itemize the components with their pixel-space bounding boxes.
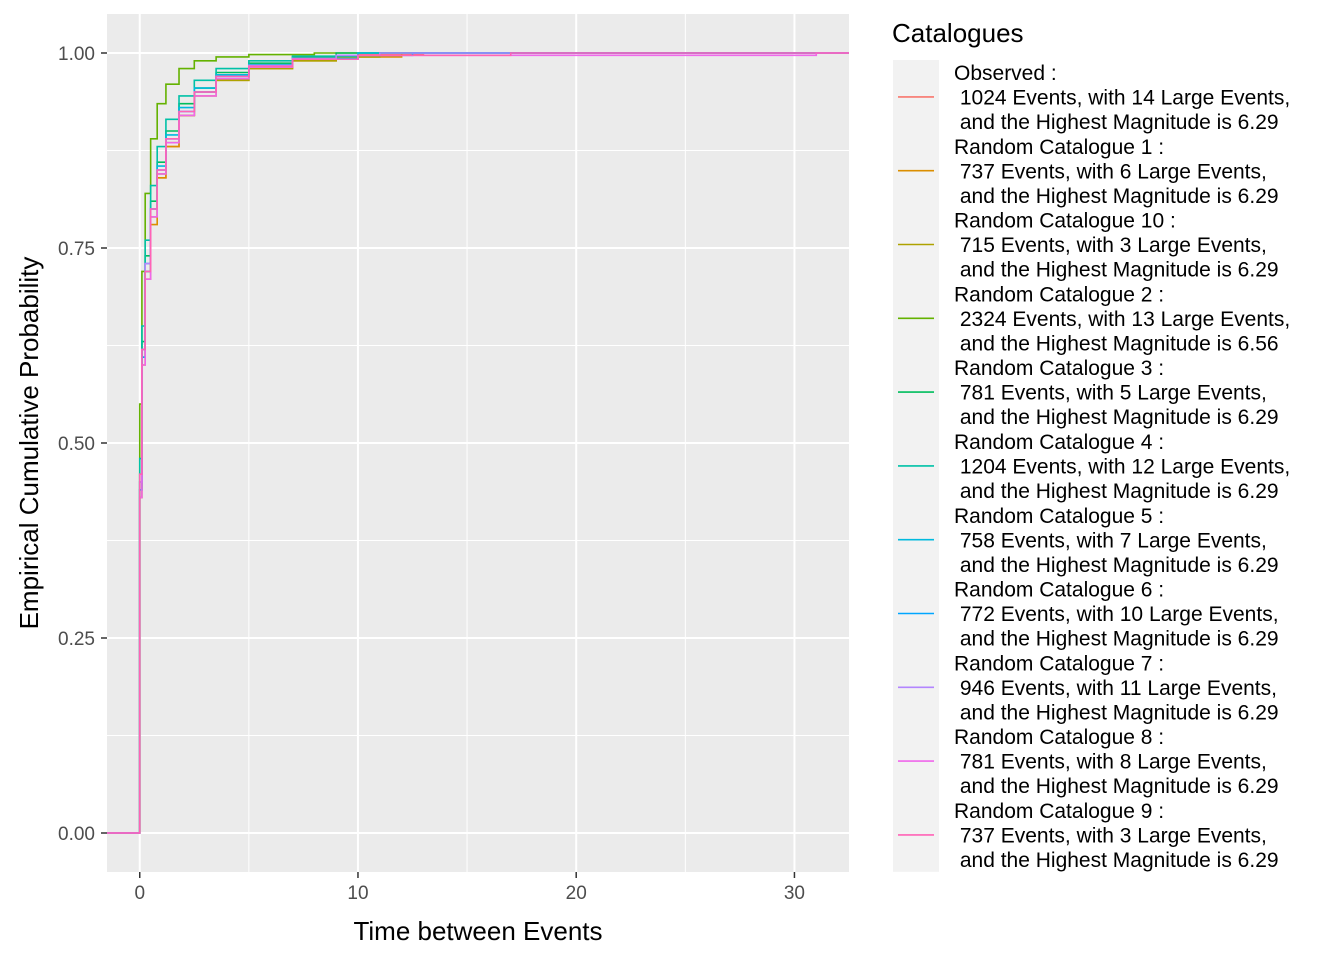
legend: Observed : 1024 Events, with 14 Large Ev…: [893, 60, 1290, 872]
legend-entry-label: Random Catalogue 3 : 781 Events, with 5 …: [954, 357, 1279, 429]
x-axis-title: Time between Events: [353, 916, 602, 946]
legend-entry-label: Random Catalogue 6 : 772 Events, with 10…: [954, 579, 1279, 651]
legend-entry-label: Observed : 1024 Events, with 14 Large Ev…: [954, 62, 1290, 134]
legend-entry-label: Random Catalogue 9 : 737 Events, with 3 …: [954, 800, 1279, 872]
legend-entry-label: Random Catalogue 7 : 946 Events, with 11…: [954, 652, 1279, 724]
x-tick-label: 0: [134, 883, 145, 904]
legend-entry-label: Random Catalogue 4 : 1204 Events, with 1…: [954, 431, 1290, 503]
legend-entry-label: Random Catalogue 1 : 737 Events, with 6 …: [954, 136, 1279, 208]
legend-entry-label: Random Catalogue 2 : 2324 Events, with 1…: [954, 283, 1290, 355]
x-tick-label: 10: [347, 883, 368, 904]
x-tick-label: 20: [566, 883, 587, 904]
series-line-11: [107, 52, 849, 834]
x-axis-ticks: 0 10 20 30: [134, 872, 805, 904]
major-gridlines: [107, 14, 849, 872]
legend-title: Catalogues: [892, 18, 1024, 48]
series-line-4: [107, 52, 849, 834]
series-lines: [107, 52, 849, 834]
y-tick-label: 0.25: [58, 629, 95, 650]
legend-entry-label: Random Catalogue 10 : 715 Events, with 3…: [954, 210, 1279, 282]
legend-entry-label: Random Catalogue 5 : 758 Events, with 7 …: [954, 505, 1279, 577]
legend-entry-label: Random Catalogue 8 : 781 Events, with 8 …: [954, 726, 1279, 798]
y-tick-label: 0.75: [58, 239, 95, 260]
y-tick-label: 0.00: [58, 824, 95, 845]
y-tick-label: 0.50: [58, 434, 95, 455]
x-tick-label: 30: [784, 883, 805, 904]
y-axis-ticks: 0.00 0.25 0.50 0.75 1.00: [58, 44, 107, 845]
y-tick-label: 1.00: [58, 44, 95, 65]
y-axis-title: Empirical Cumulative Probability: [14, 257, 44, 630]
series-line-6: [107, 52, 849, 834]
